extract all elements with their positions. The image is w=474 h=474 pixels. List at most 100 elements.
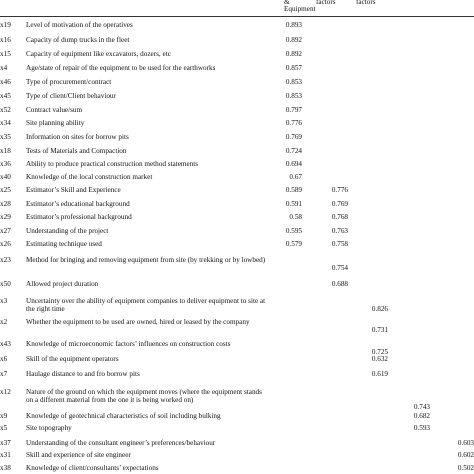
row-code: x12 bbox=[0, 388, 11, 396]
row-variable: Knowledge of client/consultants’ expecta… bbox=[26, 464, 159, 472]
row-variable: Skill and experience of site engineer bbox=[26, 451, 131, 459]
row-code: x37 bbox=[0, 439, 11, 447]
loading-factor-1: 0.857 bbox=[285, 64, 302, 72]
loading-factor-1: 0.589 bbox=[285, 186, 302, 194]
row-code: x26 bbox=[0, 240, 11, 248]
row-code: x9 bbox=[0, 412, 8, 420]
row-code: x35 bbox=[0, 133, 11, 141]
row-variable: Site planning ability bbox=[26, 119, 85, 127]
loading-factor-2: 0.754 bbox=[331, 263, 348, 272]
loading-factor-5: 0.602 bbox=[457, 451, 474, 459]
row-variable: Whether the equipment to be used are own… bbox=[26, 318, 250, 326]
header-rule bbox=[0, 16, 474, 17]
row-variable: Understanding of the project bbox=[26, 227, 109, 235]
loading-factor-1: 0.892 bbox=[285, 50, 302, 58]
row-variable: Allowed project duration bbox=[26, 280, 99, 288]
row-code: x2 bbox=[0, 318, 8, 326]
header-col1-line1: & bbox=[284, 0, 290, 6]
row-variable: Skill of the equipment operators bbox=[26, 355, 119, 363]
row-code: x16 bbox=[0, 36, 11, 44]
row-variable: Knowledge of the local construction mark… bbox=[26, 173, 153, 181]
row-code: x40 bbox=[0, 173, 11, 181]
loading-factor-1: 0.595 bbox=[285, 227, 302, 235]
loading-factor-2: 0.758 bbox=[331, 240, 348, 248]
row-code: x5 bbox=[0, 424, 8, 432]
row-code: x23 bbox=[0, 256, 11, 264]
header-col1-line2: Equipment bbox=[284, 5, 316, 13]
row-variable: Capacity of equipment like excavators, d… bbox=[26, 50, 171, 58]
row-variable: Tests of Materials and Compaction bbox=[26, 147, 127, 155]
row-variable: Knowledge of microeconomic factors’ infl… bbox=[26, 340, 231, 348]
loading-factor-3: 0.725 bbox=[371, 347, 388, 356]
loading-factor-5: 0.603 bbox=[457, 439, 474, 447]
row-variable: Knowledge of geotechnical characteristic… bbox=[26, 412, 221, 420]
loading-factor-4: 0.743 bbox=[413, 403, 430, 412]
row-code: x34 bbox=[0, 119, 11, 127]
loading-factor-1: 0.776 bbox=[285, 119, 302, 127]
loading-factor-2: 0.776 bbox=[331, 186, 348, 194]
row-variable: Estimator’s Skill and Experience bbox=[26, 186, 121, 194]
loading-factor-2: 0.763 bbox=[331, 227, 348, 235]
loading-factor-1: 0.67 bbox=[289, 173, 302, 181]
row-variable: Uncertainty over the ability of equipmen… bbox=[26, 297, 266, 313]
row-variable: Ability to produce practical constructio… bbox=[26, 160, 199, 168]
loading-factor-3: 0.826 bbox=[371, 304, 388, 313]
loading-factor-1: 0.853 bbox=[285, 92, 302, 100]
row-variable: Information on sites for borrow pits bbox=[26, 133, 129, 141]
row-variable: Haulage distance to and fro borrow pits bbox=[26, 370, 140, 378]
loading-factor-1: 0.591 bbox=[285, 200, 302, 208]
loading-factor-1: 0.797 bbox=[285, 106, 302, 114]
row-code: x28 bbox=[0, 200, 11, 208]
row-code: x31 bbox=[0, 451, 11, 459]
loading-factor-1: 0.579 bbox=[285, 240, 302, 248]
row-code: x4 bbox=[0, 64, 8, 72]
loading-factor-4: 0.593 bbox=[413, 424, 430, 432]
loading-factor-1: 0.724 bbox=[285, 147, 302, 155]
row-variable: Nature of the ground on which the equipm… bbox=[26, 388, 262, 404]
row-code: x27 bbox=[0, 227, 11, 235]
row-code: x43 bbox=[0, 340, 11, 348]
row-variable: Age/state of repair of the equipment to … bbox=[26, 64, 216, 72]
row-code: x50 bbox=[0, 280, 11, 288]
row-code: x45 bbox=[0, 92, 11, 100]
row-code: x38 bbox=[0, 464, 11, 472]
row-variable: Estimating technique used bbox=[26, 240, 102, 248]
loading-factor-1: 0.694 bbox=[285, 160, 302, 168]
row-code: x29 bbox=[0, 213, 11, 221]
loading-factor-2: 0.688 bbox=[331, 280, 348, 288]
row-code: x52 bbox=[0, 106, 11, 114]
loading-factor-1: 0.853 bbox=[285, 78, 302, 86]
row-code: x36 bbox=[0, 160, 11, 168]
row-code: x3 bbox=[0, 297, 8, 305]
row-code: x7 bbox=[0, 370, 8, 378]
loading-factor-1: 0.58 bbox=[289, 213, 302, 221]
loading-factor-2: 0.768 bbox=[331, 213, 348, 221]
loading-factor-2: 0.769 bbox=[331, 200, 348, 208]
row-variable: Capacity of dump trucks in the fleet bbox=[26, 36, 130, 44]
row-variable: Understanding of the consultant engineer… bbox=[26, 439, 216, 447]
loading-factor-3: 0.731 bbox=[371, 325, 388, 334]
loading-factor-5: 0.502 bbox=[457, 464, 474, 472]
row-variable: Level of motivation of the operatives bbox=[26, 21, 133, 29]
loading-factor-1: 0.892 bbox=[285, 36, 302, 44]
row-code: x46 bbox=[0, 78, 11, 86]
row-variable: Estimator’s professional background bbox=[26, 213, 132, 221]
loading-factor-4: 0.682 bbox=[413, 412, 430, 420]
row-variable: Type of procurement/contract bbox=[26, 78, 112, 86]
loading-factor-1: 0.893 bbox=[285, 21, 302, 29]
row-code: x6 bbox=[0, 355, 8, 363]
header-col3: factors bbox=[356, 0, 376, 6]
row-code: x25 bbox=[0, 186, 11, 194]
row-variable: Contract value/sum bbox=[26, 106, 83, 114]
row-code: x18 bbox=[0, 147, 11, 155]
row-code: x15 bbox=[0, 50, 11, 58]
loading-factor-3: 0.632 bbox=[371, 355, 388, 363]
loading-factor-1: 0.769 bbox=[285, 133, 302, 141]
row-code: x19 bbox=[0, 21, 11, 29]
header-col2: factors bbox=[316, 0, 336, 6]
table-header: & Equipment factors factors bbox=[0, 0, 474, 14]
row-variable: Method for bringing and removing equipme… bbox=[26, 256, 266, 264]
row-variable: Type of client/Client behaviour bbox=[26, 92, 116, 100]
loading-factor-3: 0.619 bbox=[371, 370, 388, 378]
row-variable: Estimator’s educational background bbox=[26, 200, 130, 208]
